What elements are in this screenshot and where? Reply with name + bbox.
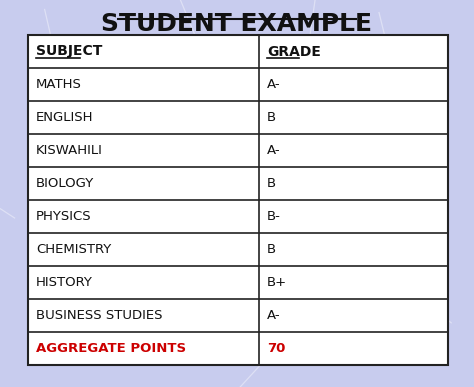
Text: A-: A- xyxy=(267,309,281,322)
Text: GRADE: GRADE xyxy=(267,45,321,58)
Bar xyxy=(28,35,448,365)
Text: B: B xyxy=(267,111,276,124)
Text: B: B xyxy=(267,243,276,256)
Text: BIOLOGY: BIOLOGY xyxy=(36,177,94,190)
Text: 70: 70 xyxy=(267,342,285,355)
Text: B-: B- xyxy=(267,210,281,223)
Text: AGGREGATE POINTS: AGGREGATE POINTS xyxy=(36,342,186,355)
Text: BUSINESS STUDIES: BUSINESS STUDIES xyxy=(36,309,163,322)
Text: B: B xyxy=(267,177,276,190)
Text: CHEMISTRY: CHEMISTRY xyxy=(36,243,111,256)
Text: A-: A- xyxy=(267,144,281,157)
Text: ENGLISH: ENGLISH xyxy=(36,111,93,124)
Text: STUDENT EXAMPLE: STUDENT EXAMPLE xyxy=(101,12,373,36)
Text: SUBJECT: SUBJECT xyxy=(36,45,102,58)
Text: KISWAHILI: KISWAHILI xyxy=(36,144,103,157)
Text: A-: A- xyxy=(267,78,281,91)
Text: HISTORY: HISTORY xyxy=(36,276,93,289)
Text: MATHS: MATHS xyxy=(36,78,82,91)
Text: PHYSICS: PHYSICS xyxy=(36,210,91,223)
Text: B+: B+ xyxy=(267,276,287,289)
